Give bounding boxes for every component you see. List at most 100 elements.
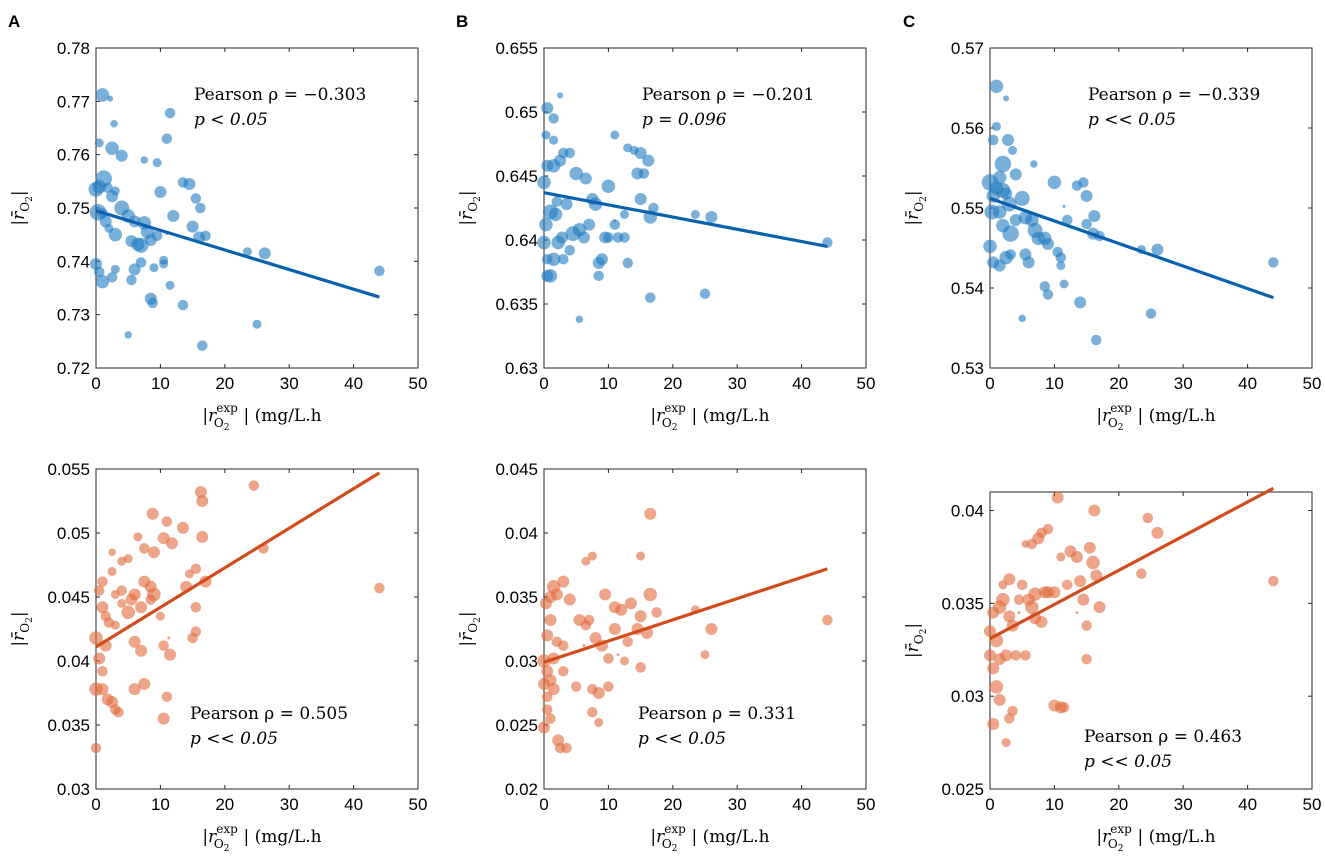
data-point [176, 521, 189, 534]
data-point [93, 266, 105, 278]
y-label-var: r̄ [903, 643, 923, 652]
data-point [1002, 134, 1015, 146]
y-tick-label: 0.02 [505, 780, 538, 799]
data-point [593, 270, 604, 282]
data-point [583, 218, 596, 231]
data-point [147, 546, 160, 559]
data-point [610, 130, 620, 140]
x-tick-label: 50 [409, 795, 428, 814]
data-point [154, 186, 167, 198]
data-point [538, 721, 550, 734]
data-point [1018, 314, 1026, 323]
x-tick-label: 30 [1174, 795, 1193, 814]
data-point [117, 556, 127, 566]
x-label-var: r [208, 827, 217, 847]
data-point [126, 274, 137, 286]
data-point [1008, 145, 1018, 155]
x-label-sub: O [662, 837, 672, 851]
x-tick-label: 40 [792, 374, 811, 393]
data-point [1030, 160, 1038, 168]
data-point [569, 166, 583, 181]
x-label-sup: exp [1110, 401, 1132, 415]
y-label-close: | [9, 190, 29, 196]
data-point [548, 207, 563, 222]
x-tick-label: 0 [539, 795, 548, 814]
data-point [90, 742, 102, 754]
x-label-sup: exp [664, 401, 686, 415]
data-point [190, 193, 202, 204]
x-tick-label: 30 [728, 795, 747, 814]
data-point [822, 614, 833, 626]
data-point [1004, 713, 1015, 724]
data-point [108, 227, 123, 242]
x-axis-label: |rexp O2 | (mg/L.h [1096, 822, 1215, 854]
data-point [1014, 190, 1030, 206]
data-point [544, 614, 557, 627]
data-point [1268, 575, 1279, 587]
data-point [547, 683, 560, 696]
panel-B-bottom: 0 10 20 30 40 50 0.02 0.025 0.03 0.035 0.04 0.045 Pe… [495, 460, 875, 814]
p-value-annotation: p << 0.05 [1088, 110, 1176, 130]
x-label-sub2: 2 [224, 844, 230, 854]
data-point [989, 79, 1004, 94]
data-point [107, 566, 117, 576]
data-point [149, 263, 159, 273]
data-point [177, 299, 189, 311]
x-label-close: | (mg/L.h [1137, 406, 1215, 426]
y-tick-label: 0.74 [57, 252, 90, 271]
data-point [583, 614, 595, 626]
y-label-close: | [457, 190, 477, 196]
data-point [579, 172, 592, 185]
y-tick-label: 0.65 [505, 103, 538, 122]
data-point [1151, 243, 1164, 256]
data-point [1062, 579, 1073, 591]
regression-line [543, 567, 828, 664]
data-point [128, 263, 141, 276]
data-point [984, 649, 996, 662]
data-point [1070, 550, 1083, 563]
data-point [556, 231, 569, 244]
y-label-var: r̄ [9, 211, 29, 220]
data-point [987, 662, 1000, 675]
y-label-sub: O [466, 623, 480, 633]
data-point [96, 683, 109, 696]
x-tick-label: 10 [599, 795, 618, 814]
data-point [575, 315, 584, 324]
x-tick-label: 20 [1109, 795, 1128, 814]
data-point [1075, 611, 1079, 615]
x-label-sup: exp [664, 822, 686, 836]
data-point [551, 196, 563, 207]
x-axis-label: |rexp O2 | (mg/L.h [650, 822, 769, 854]
x-tick-label: 10 [151, 795, 170, 814]
p-value-annotation: p < 0.05 [194, 110, 268, 130]
data-point [595, 253, 608, 266]
data-point [1020, 650, 1031, 661]
x-label-open: | [1096, 827, 1102, 847]
data-point [603, 653, 614, 664]
regression-line [95, 471, 381, 649]
x-label-open: | [202, 406, 208, 426]
panel-letter: B [456, 12, 468, 31]
y-tick-label: 0.76 [57, 146, 90, 165]
x-axis-label: |rexp O2 | (mg/L.h [650, 401, 769, 433]
data-point [97, 576, 108, 587]
data-point [601, 179, 616, 193]
y-label-var: r̄ [9, 632, 29, 641]
data-point [133, 532, 143, 542]
data-point [196, 530, 209, 543]
data-point [699, 288, 711, 300]
data-point [1086, 555, 1100, 570]
data-point [1048, 586, 1061, 599]
y-label-open: | [903, 652, 923, 658]
data-point [1145, 308, 1157, 319]
x-label-sub: O [1108, 837, 1118, 851]
data-point [195, 202, 206, 214]
y-label-close: | [457, 611, 477, 617]
x-tick-label: 0 [91, 795, 100, 814]
data-point [139, 543, 150, 554]
data-point [108, 548, 116, 556]
data-point [1074, 575, 1087, 588]
x-tick-label: 0 [539, 374, 548, 393]
data-point [1000, 649, 1013, 662]
data-point [991, 121, 1001, 131]
